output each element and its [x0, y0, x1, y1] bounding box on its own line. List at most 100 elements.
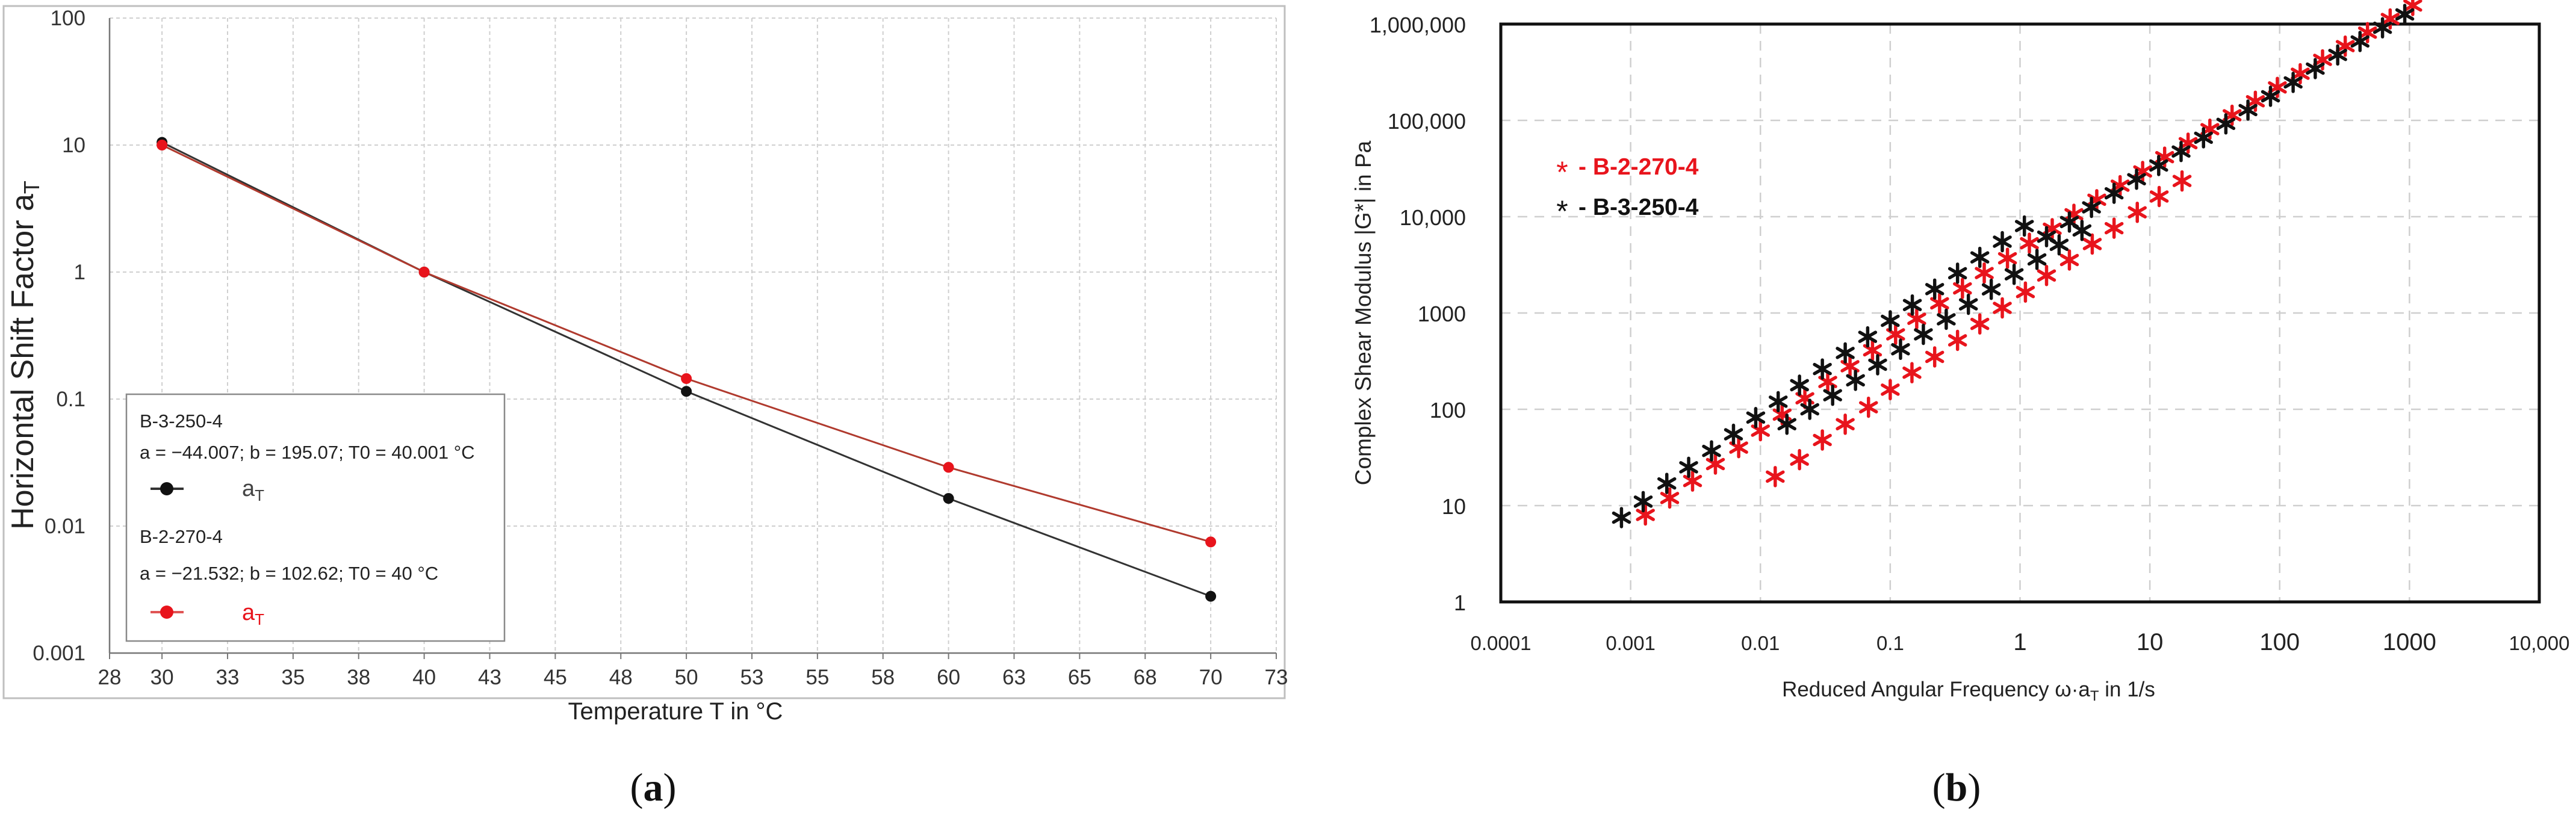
chart-a-x-axis-label: Temperature T in °C	[568, 698, 783, 725]
chart-a-point-series-2	[418, 267, 430, 277]
chart-b-point-series-2	[1902, 294, 1922, 316]
chart-b-point-series-2	[1813, 358, 1832, 380]
chart-b-point-series-2	[2027, 249, 2047, 270]
chart-b-point-series-2	[1925, 278, 1944, 300]
legend-a-series-1-name: B-3-250-4	[140, 410, 223, 432]
chart-b-point-series-2	[2104, 182, 2124, 204]
legend-a-series-2-name: B-2-270-4	[140, 526, 223, 547]
chart-b-point-series-1	[1930, 293, 1949, 314]
chart-b-point-series-2	[1800, 398, 1819, 420]
chart-b-point-series-1	[1766, 466, 1785, 488]
chart-b-point-series-2	[1970, 246, 1990, 268]
chart-b-y-tick-label: 10,000	[1400, 205, 1466, 230]
chart-b-point-series-2	[1846, 370, 1865, 391]
chart-b-point-series-1	[1790, 448, 1809, 471]
chart-b-point-series-2	[2004, 264, 2024, 285]
chart-b-x-tick-label: 0.1	[1876, 632, 1904, 654]
chart-b-point-series-2	[2216, 113, 2236, 135]
chart-a-point-series-2	[1205, 536, 1217, 548]
chart-b-x-tick-label: 0.01	[1741, 632, 1780, 654]
chart-b-point-series-1	[1859, 396, 1878, 418]
chart-b-point-series-2	[1768, 391, 1788, 413]
chart-a-y-tick-label: 0.1	[56, 388, 85, 411]
chart-b-y-tick-label: 1000	[1418, 302, 1466, 326]
chart-b-point-series-2	[1633, 491, 1653, 513]
chart-a-x-tick-label: 45	[544, 666, 567, 689]
chart-a-x-tick-label: 30	[151, 666, 174, 689]
chart-b-y-axis-label: Complex Shear Modulus |G*| in Pa	[1351, 140, 1376, 485]
chart-b-grid	[1501, 24, 2539, 602]
chart-a-x-tick-label: 55	[805, 666, 829, 689]
legend-b-series-2-name: - B-3-250-4	[1578, 194, 1699, 220]
chart-b-point-series-2	[2149, 155, 2168, 176]
chart-b-x-tick-label: 0.001	[1606, 632, 1656, 654]
chart-b-point-series-2	[2350, 31, 2370, 52]
chart-b-point-series-2	[2072, 220, 2092, 241]
chart-a-x-tick-label: 28	[98, 666, 122, 689]
chart-b-point-series-1	[2149, 185, 2169, 208]
chart-b-point-series-2	[1937, 308, 1956, 330]
chart-b-y-tick-label: 1	[1454, 590, 1466, 615]
chart-a-x-tick-label: 68	[1134, 666, 1157, 689]
chart-b: 0.0001 0.001 0.01 0.1 1 10 100 1000 10,000 1 10 10…	[1351, 0, 2569, 704]
chart-b-point-series-2	[1702, 440, 1721, 462]
chart-b-x-tick-label: 1000	[2383, 629, 2436, 655]
chart-a-x-tick-label: 48	[609, 666, 633, 689]
chart-b-point-series-2	[1836, 342, 1855, 364]
chart-b-y-tick-label: 10	[1442, 494, 1466, 519]
chart-b-point-series-2	[1724, 423, 1743, 445]
chart-a-series	[157, 137, 1217, 602]
legend-a-series-2-params: a = −21.532; b = 102.62; T0 = 40 °C	[140, 563, 438, 584]
chart-b-x-tick-labels: 0.0001 0.001 0.01 0.1 1 10 100 1000 10,000	[1471, 629, 2570, 655]
chart-a-x-tick-label: 43	[478, 666, 501, 689]
chart-b-point-series-2	[1823, 384, 1842, 406]
chart-b-x-tick-label: 0.0001	[1471, 632, 1532, 654]
chart-b-point-series-1	[1948, 329, 1967, 352]
chart-a-x-tick-label: 63	[1002, 666, 1026, 689]
chart-a-y-axis-label-sub: T	[19, 181, 44, 194]
chart-b-point-series-1	[1813, 429, 1832, 451]
chart-a-y-tick-label: 0.001	[33, 642, 85, 665]
chart-a: 28 30 33 35 38 40 43 45 48 50 53 55 58 60 63 65 68 70 73 0…	[0, 0, 1288, 725]
legend-a-series-1-marker-label: aT	[242, 476, 264, 504]
chart-b-point-series-2	[1777, 414, 1797, 435]
chart-a-point-series-2	[157, 140, 168, 150]
chart-b-point-series-2	[1868, 354, 1887, 376]
chart-b-x-tick-label: 100	[2259, 629, 2300, 655]
chart-a-point-series-1	[1205, 590, 1217, 602]
legend-a-series-2-marker-label: aT	[242, 600, 264, 628]
chart-b-point-series-2	[2082, 196, 2101, 218]
chart-b-point-series-2	[2049, 234, 2069, 256]
chart-b-point-series-2	[2306, 58, 2325, 79]
chart-b-point-series-1	[2128, 201, 2147, 223]
legend-a-series-2-marker	[160, 606, 173, 619]
chart-b-point-series-2	[2283, 72, 2303, 93]
chart-b-point-series-1	[1907, 308, 1926, 330]
chart-a-y-tick-label: 10	[62, 134, 85, 157]
chart-b-point-series-2	[1958, 293, 1978, 315]
chart-b-point-series-2	[2238, 99, 2258, 121]
chart-b-point-series-2	[1948, 262, 1967, 284]
chart-b-point-series-2	[1981, 278, 2001, 300]
chart-a-y-tick-label: 1	[74, 261, 85, 284]
chart-a-x-tick-label: 65	[1068, 666, 1091, 689]
chart-b-point-series-2	[2171, 140, 2191, 163]
chart-b-point-series-2	[2127, 168, 2146, 190]
chart-b-point-series-1	[1705, 453, 1725, 475]
chart-a-x-tick-label: 40	[412, 666, 436, 689]
chart-b-x-tick-label: 10,000	[2509, 632, 2570, 654]
chart-b-point-series-2	[1746, 407, 1766, 429]
chart-a-x-tick-labels: 28 30 33 35 38 40 43 45 48 50 53 55 58 60 63 65 68 70 73	[98, 666, 1288, 689]
chart-b-point-series-2	[2014, 215, 2034, 237]
chart-a-y-axis-label: Horizontal Shift Factor aT	[5, 181, 44, 530]
chart-a-y-axis-label-main: Horizontal Shift Factor a	[5, 194, 40, 530]
chart-b-point-series-1	[1902, 362, 1922, 383]
legend-a-series-1-params: a = −44.007; b = 195.07; T0 = 40.001 °C	[140, 442, 475, 463]
chart-a-x-tick-label: 53	[740, 666, 764, 689]
chart-b-point-series-2	[1858, 326, 1878, 348]
chart-a-y-tick-label: 0.01	[45, 515, 85, 538]
chart-b-point-series-2	[1790, 374, 1809, 396]
chart-b-x-tick-label: 10	[2137, 629, 2164, 655]
chart-a-point-series-2	[943, 462, 954, 473]
